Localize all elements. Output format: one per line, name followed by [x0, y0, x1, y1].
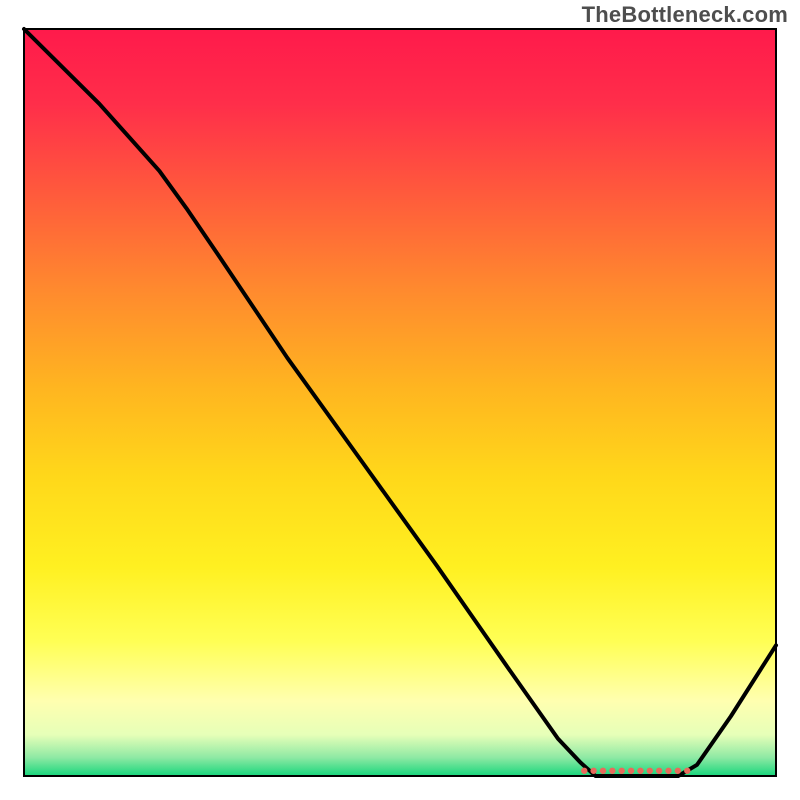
chart-container: TheBottleneck.com — [0, 0, 800, 800]
bottleneck-gradient-chart — [0, 0, 800, 800]
gradient-background — [24, 29, 776, 776]
watermark-text: TheBottleneck.com — [582, 2, 788, 28]
